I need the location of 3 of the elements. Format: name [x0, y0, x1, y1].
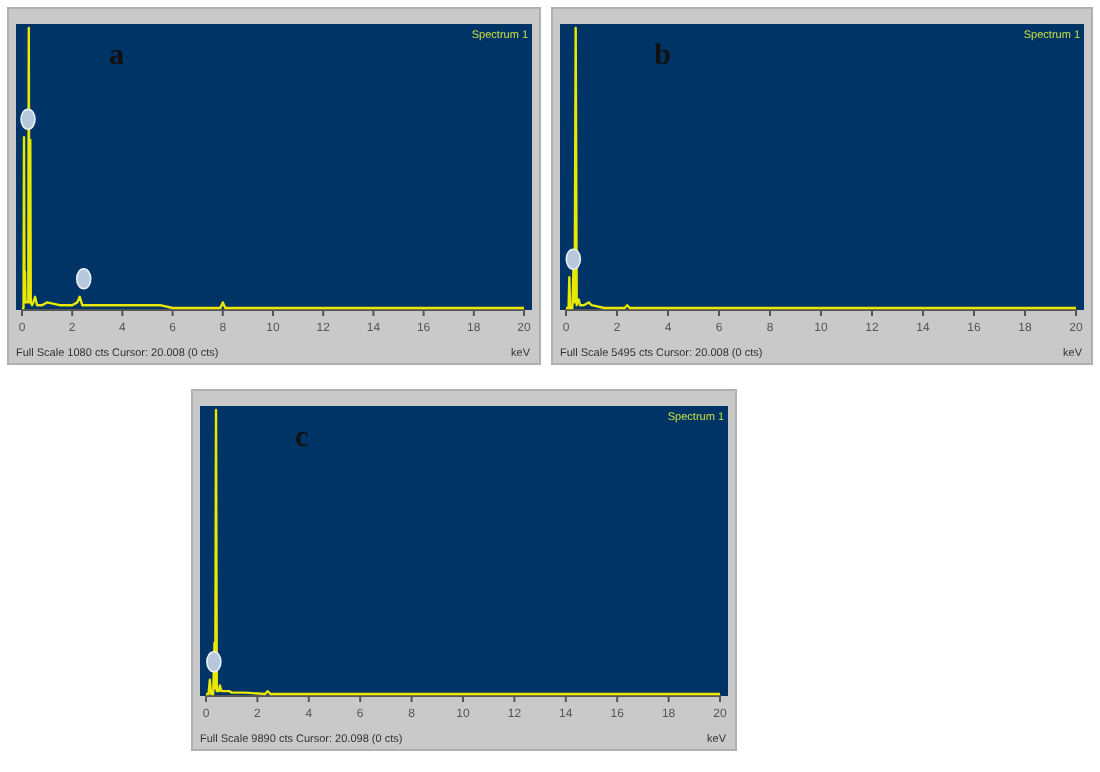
- chart-title: b: [654, 40, 672, 72]
- chart-title: c: [295, 422, 310, 454]
- chart-title: a: [108, 40, 125, 72]
